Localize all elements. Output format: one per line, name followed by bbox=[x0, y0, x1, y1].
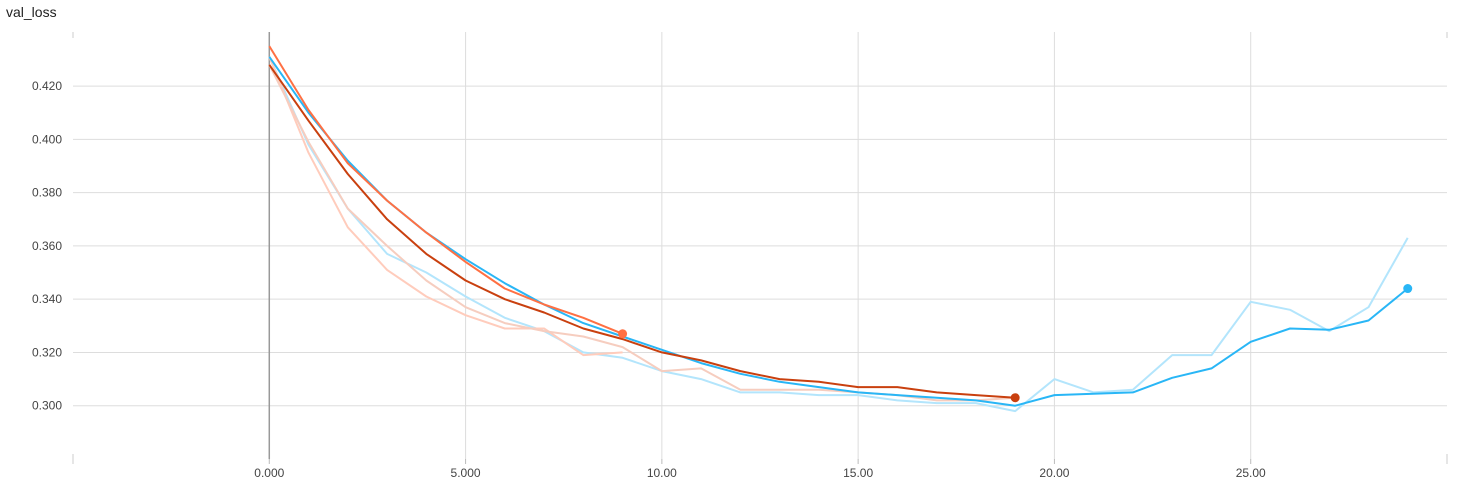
grid-layer bbox=[73, 32, 1447, 459]
smoothed-series-line bbox=[268, 64, 1016, 399]
x-tick-label: 25.00 bbox=[1236, 466, 1266, 480]
smoothed-series-line bbox=[268, 45, 623, 335]
tick-label-layer: 0.420 0.400 0.380 0.360 0.340 0.320 0.300 0.000… bbox=[32, 79, 1266, 480]
series-end-point bbox=[618, 329, 628, 339]
y-tick-label: 0.400 bbox=[32, 132, 62, 146]
y-tick-label: 0.380 bbox=[32, 186, 62, 200]
x-tick-label: 20.00 bbox=[1039, 466, 1069, 480]
series-layer bbox=[268, 45, 1413, 413]
x-tick-label: 15.00 bbox=[843, 466, 873, 480]
axis-layer bbox=[72, 32, 1448, 464]
x-tick-label: 0.000 bbox=[254, 466, 284, 480]
y-tick-label: 0.300 bbox=[32, 399, 62, 413]
y-tick-label: 0.320 bbox=[32, 345, 62, 359]
raw-series-line bbox=[268, 56, 623, 357]
series-end-point bbox=[1403, 284, 1413, 294]
raw-series-line bbox=[268, 64, 1016, 402]
y-tick-label: 0.360 bbox=[32, 239, 62, 253]
y-tick-label: 0.420 bbox=[32, 79, 62, 93]
chart-title: val_loss bbox=[6, 4, 57, 20]
y-tick-label: 0.340 bbox=[32, 292, 62, 306]
x-tick-label: 5.000 bbox=[451, 466, 481, 480]
raw-series-line bbox=[268, 56, 1409, 413]
series-end-point bbox=[1010, 393, 1020, 403]
smoothed-series-line bbox=[268, 56, 1409, 407]
x-tick-label: 10.00 bbox=[647, 466, 677, 480]
